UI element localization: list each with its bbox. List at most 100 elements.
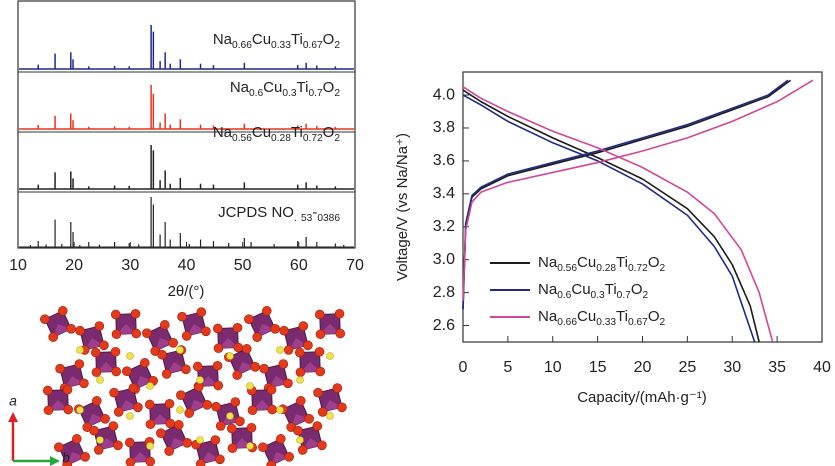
oxygen-atom [316, 367, 325, 376]
oxygen-atom [303, 341, 312, 350]
sodium-atom [97, 377, 104, 384]
oxygen-atom [336, 329, 345, 338]
sodium-atom [77, 407, 84, 414]
oxygen-atom [44, 406, 53, 415]
oxygen-atom [337, 403, 346, 412]
oxygen-atom [90, 426, 99, 435]
oxygen-atom [296, 368, 305, 377]
sodium-atom [77, 347, 84, 354]
x-tick-label: 70 [346, 257, 364, 274]
oxygen-atom [283, 379, 292, 388]
x-tick-label: 25 [678, 359, 696, 376]
series-label: JCPDS NO. 53-0386 [218, 204, 340, 224]
axis-a-label: a [9, 393, 17, 409]
x-tick-label: 40 [178, 257, 196, 274]
oxygen-atom [72, 434, 81, 443]
series-label: Na0.56Cu0.28Ti0.72O2 [213, 124, 340, 144]
oxygen-atom [166, 419, 175, 428]
axis-b-label: b [62, 450, 70, 466]
oxygen-atom [233, 323, 242, 332]
oxygen-atom [314, 388, 323, 397]
sodium-atom [327, 353, 334, 360]
oxygen-atom [315, 310, 324, 319]
sodium-atom [127, 413, 134, 420]
oxygen-atom [145, 400, 154, 409]
discharge-curve [463, 87, 773, 342]
oxygen-atom [214, 344, 223, 353]
y-tick-label: 4.0 [433, 86, 455, 103]
oxygen-atom [81, 452, 90, 461]
oxygen-atom [196, 459, 205, 466]
oxygen-atom [251, 362, 260, 371]
oxygen-atom [40, 315, 49, 324]
oxygen-atom [267, 385, 276, 394]
axis-b-arrowhead [50, 456, 60, 466]
oxygen-atom [258, 443, 267, 452]
oxygen-atom [260, 364, 269, 373]
x-tick-label: 10 [544, 359, 562, 376]
oxygen-atom [212, 402, 221, 411]
sodium-atom [97, 437, 104, 444]
oxygen-atom [110, 388, 119, 397]
oxygen-atom [216, 421, 225, 430]
oxygen-atom [183, 438, 192, 447]
oxygen-atom [92, 396, 101, 405]
sodium-atom [177, 407, 184, 414]
oxygen-atom [211, 436, 220, 445]
sodium-atom [147, 383, 154, 390]
oxygen-atom [248, 406, 257, 415]
charge-curve [463, 80, 791, 309]
oxygen-atom [193, 362, 202, 371]
oxygen-atom [112, 330, 121, 339]
y-tick-label: 3.0 [433, 251, 455, 268]
oxygen-atom [213, 324, 222, 333]
crystal-structure [40, 306, 346, 466]
oxygen-atom [244, 315, 253, 324]
sodium-atom [247, 383, 254, 390]
oxygen-atom [142, 329, 151, 338]
oxygen-atom [111, 310, 120, 319]
oxygen-atom [114, 407, 123, 416]
oxygen-atom [227, 424, 236, 433]
oxygen-atom [203, 400, 212, 409]
oxygen-atom [76, 326, 85, 335]
oxygen-atom [315, 347, 324, 356]
oxygen-atom [111, 347, 120, 356]
oxygen-atom [316, 330, 325, 339]
y-tick-label: 3.2 [433, 218, 455, 235]
oxygen-atom [99, 341, 108, 350]
oxygen-atom [215, 455, 224, 464]
figure: 2θ/(°) Capacity/(mAh·g⁻¹) Voltage/V (vs … [0, 0, 835, 466]
x-tick-label: 60 [290, 257, 308, 274]
oxygen-atom [58, 306, 67, 315]
oxygen-atom [213, 361, 222, 370]
x-tick-label: 0 [459, 359, 468, 376]
oxygen-atom [158, 350, 167, 359]
sodium-atom [297, 377, 304, 384]
oxygen-atom [165, 399, 174, 408]
oxygen-atom [146, 420, 155, 429]
oxygen-atom [294, 426, 303, 435]
oxygen-atom [298, 445, 307, 454]
sodium-atom [227, 413, 234, 420]
sodium-atom [197, 437, 204, 444]
sodium-atom [277, 347, 284, 354]
oxygen-atom [146, 457, 155, 466]
oxygen-atom [140, 358, 149, 367]
y-tick-label: 2.6 [433, 317, 455, 334]
oxygen-atom [174, 420, 183, 429]
y-tick-label: 2.8 [433, 284, 455, 301]
oxygen-atom [234, 343, 243, 352]
oxygen-atom [178, 312, 187, 321]
oxygen-atom [91, 348, 100, 357]
sodium-atom [247, 443, 254, 450]
oxygen-atom [162, 369, 171, 378]
oxygen-atom [253, 333, 262, 342]
oxygen-atom [201, 327, 210, 336]
xrd-frame [18, 1, 355, 248]
oxygen-atom [64, 405, 73, 414]
x-tick-label: 30 [121, 257, 139, 274]
oxygen-atom [235, 417, 244, 426]
oxygen-atom [49, 333, 58, 342]
oxygen-atom [194, 382, 203, 391]
